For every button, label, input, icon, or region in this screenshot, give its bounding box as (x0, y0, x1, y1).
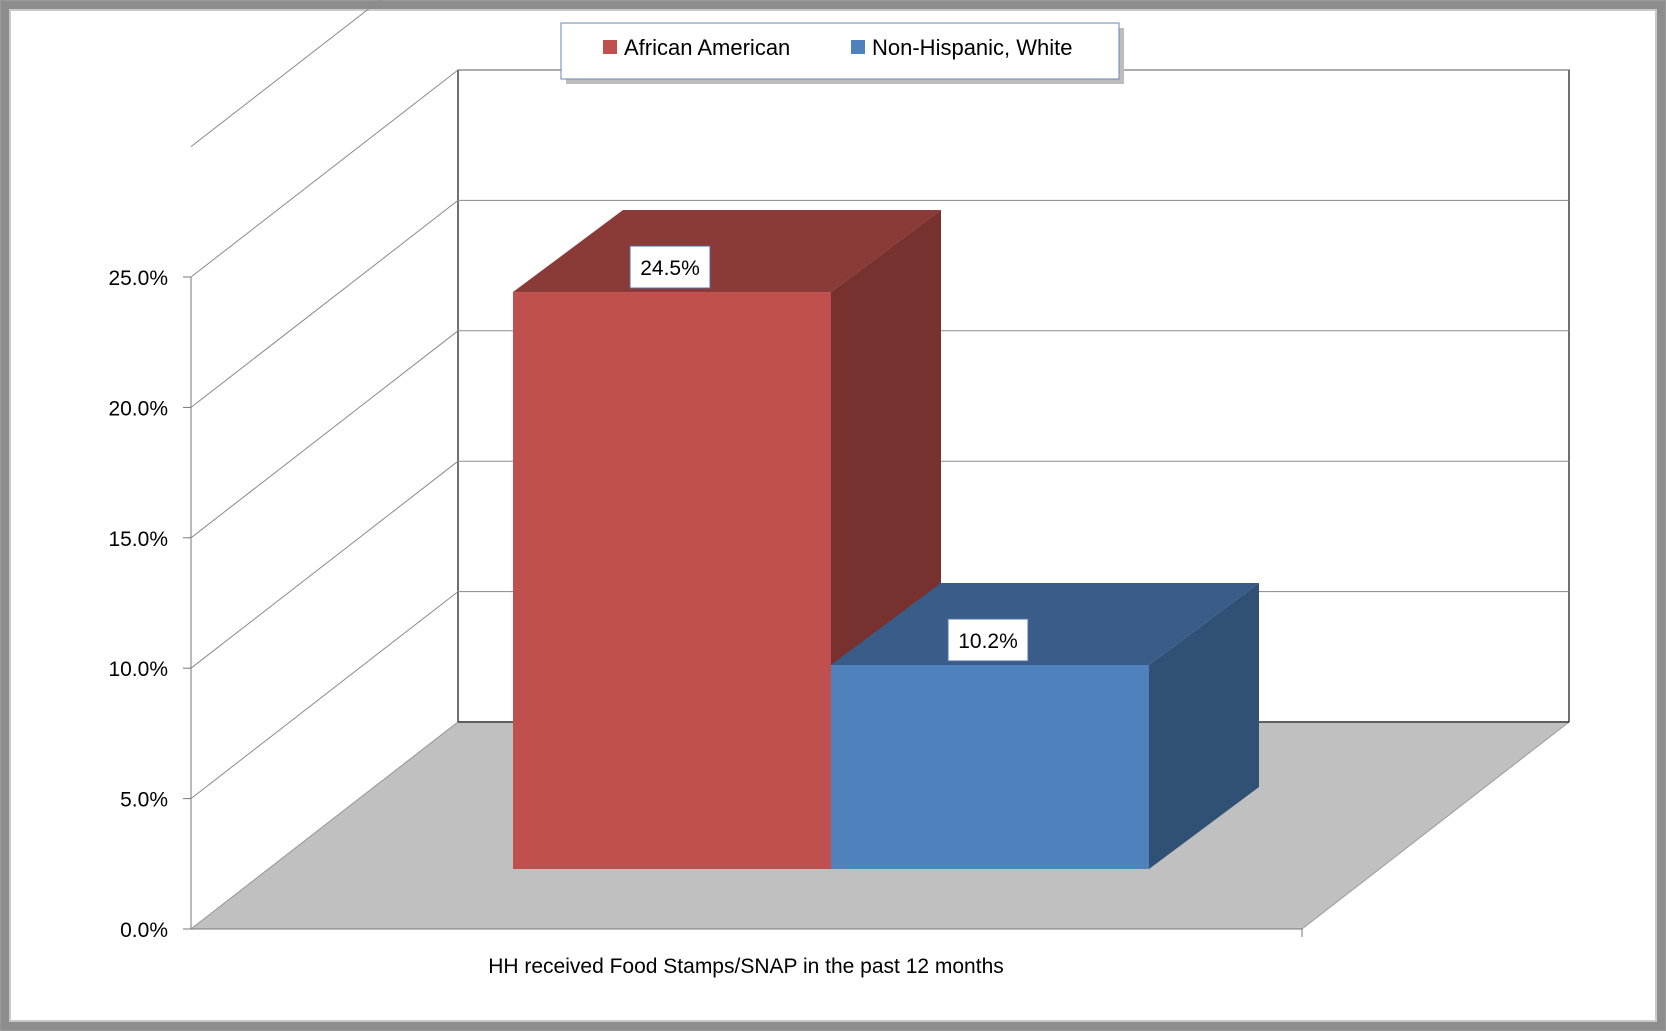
y-tick-label: 25.0% (108, 267, 168, 290)
x-axis: HH received Food Stamps/SNAP in the past… (488, 929, 1303, 978)
gridline-side (190, 69, 459, 278)
bar-non-hispanic-white (831, 582, 1259, 869)
legend-box (560, 22, 1120, 80)
bar-front (831, 664, 1149, 869)
y-tick-label: 10.0% (108, 658, 168, 681)
gridline-side (190, 460, 459, 669)
y-tick-label: 5.0% (120, 789, 168, 812)
bar-top (831, 582, 1259, 665)
legend-label: Non-Hispanic, White (872, 35, 1073, 60)
legend-label: African American (624, 35, 790, 60)
bars (513, 210, 1259, 870)
data-label-text: 24.5% (640, 257, 700, 280)
data-labels: 24.5% 10.2% (629, 245, 1029, 662)
data-label-text: 10.2% (958, 630, 1018, 653)
bar-side (1149, 582, 1259, 869)
y-tick-label: 15.0% (108, 528, 168, 551)
gridline-side (190, 330, 459, 539)
y-tick-label: 0.0% (120, 919, 168, 942)
bar-top (513, 210, 941, 293)
legend-swatch (851, 40, 865, 54)
legend: African American Non-Hispanic, White (560, 22, 1124, 84)
data-label: 10.2% (947, 618, 1029, 662)
gridline-side (190, 0, 381, 147)
gridline-side (190, 591, 459, 799)
data-label: 24.5% (629, 245, 711, 289)
y-axis: 0.0% 5.0% 10.0% 15.0% 20.0% 25.0% (108, 267, 191, 942)
gridline-side (190, 200, 459, 408)
data-label-box (629, 245, 711, 289)
y-tick-label: 20.0% (108, 397, 168, 420)
bar-front (513, 292, 831, 869)
data-label-box (947, 618, 1029, 662)
x-category-label: HH received Food Stamps/SNAP in the past… (488, 955, 1004, 978)
legend-swatch (603, 40, 617, 54)
